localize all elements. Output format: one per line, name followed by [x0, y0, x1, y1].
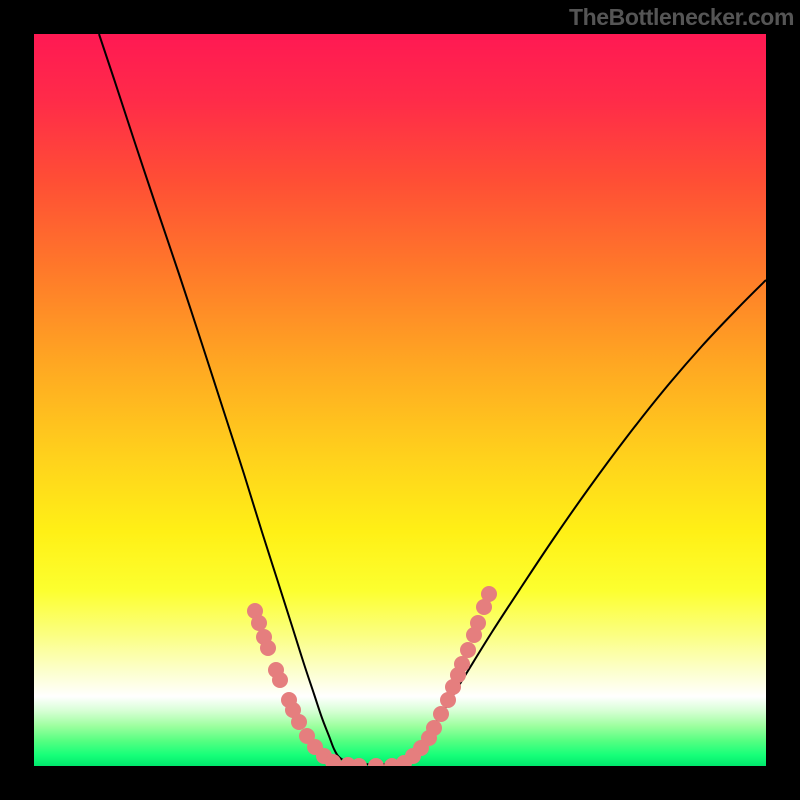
marker-point — [251, 615, 267, 631]
marker-point — [470, 615, 486, 631]
marker-point — [260, 640, 276, 656]
marker-point — [454, 656, 470, 672]
chart-svg — [0, 0, 800, 800]
marker-point — [351, 758, 367, 774]
marker-point — [460, 642, 476, 658]
marker-point — [325, 754, 341, 770]
watermark-text: TheBottlenecker.com — [569, 4, 794, 31]
marker-point — [272, 672, 288, 688]
marker-point — [481, 586, 497, 602]
marker-point — [291, 714, 307, 730]
marker-point — [368, 758, 384, 774]
marker-point — [426, 720, 442, 736]
marker-point — [433, 706, 449, 722]
